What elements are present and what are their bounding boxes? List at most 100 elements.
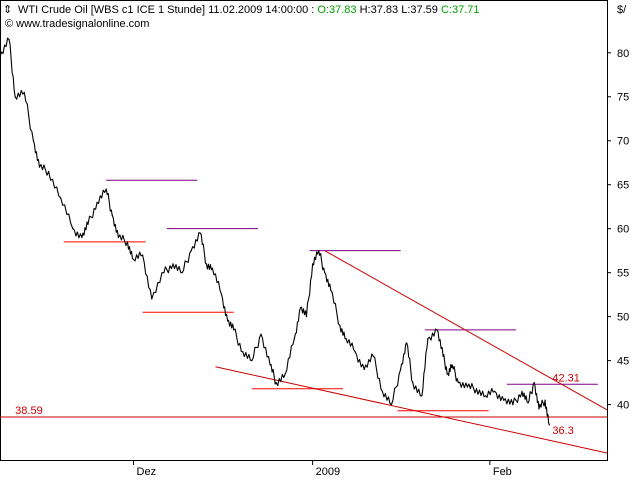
price-point: [220, 294, 223, 296]
price-point: [96, 201, 98, 203]
price-point: [163, 272, 165, 274]
y-tick-label: 80: [617, 48, 629, 60]
price-point: [72, 228, 74, 230]
x-tick-label: Dez: [137, 466, 157, 478]
price-point: [390, 403, 393, 406]
price-point: [111, 214, 113, 217]
price-point: [533, 382, 535, 384]
price-annotation: 36.3: [552, 425, 573, 437]
price-point: [260, 333, 262, 335]
open-value: O:37.83: [317, 4, 356, 16]
price-point: [339, 324, 341, 327]
price-point: [363, 368, 365, 371]
price-annotations: 38.59 42.31 36.3: [15, 372, 580, 437]
price-point: [151, 298, 153, 300]
price-point: [466, 386, 468, 388]
trendline: [324, 250, 608, 411]
price-point: [23, 91, 25, 93]
y-tick-label: 40: [617, 400, 629, 412]
y-tick-label: 70: [617, 136, 629, 148]
price-point: [126, 241, 129, 243]
price-point: [345, 338, 347, 340]
price-point: [87, 223, 89, 225]
y-tick-label: 50: [617, 312, 629, 324]
y-tick-label: 65: [617, 180, 629, 192]
price-point: [211, 267, 214, 269]
price-point: [485, 395, 487, 397]
price-point: [330, 289, 332, 291]
price-point: [181, 272, 183, 274]
price-point: [494, 390, 496, 392]
y-tick-label: 45: [617, 356, 629, 368]
price-point: [117, 236, 119, 239]
price-point: [312, 263, 314, 265]
x-tick-label: Feb: [493, 466, 512, 478]
y-axis: 40 45 50 55 60 65 70 75 80: [607, 48, 629, 412]
price-point: [142, 254, 144, 256]
price-point: [512, 403, 514, 406]
price-point: [284, 373, 286, 375]
x-axis: Dez 2009 Feb: [133, 460, 512, 478]
high-value: H:37.83: [360, 4, 399, 16]
price-point: [205, 263, 207, 265]
price-point: [521, 390, 523, 392]
price-point: [172, 263, 174, 265]
chart-header: ⇕ WTI Crude Oil [WBS c1 ICE 1 Stunde] 11…: [3, 4, 627, 30]
price-point: [442, 355, 444, 357]
price-point: [324, 272, 326, 274]
price-point: [427, 338, 429, 340]
price-point: [190, 250, 192, 252]
price-annotation: 38.59: [15, 405, 43, 417]
close-value: C:37.71: [441, 4, 480, 16]
y-tick-label: 60: [617, 224, 629, 236]
price-point: [81, 236, 83, 239]
price-point: [233, 329, 235, 331]
x-tick-label: 2009: [316, 466, 340, 478]
price-point: [412, 382, 414, 384]
price-point: [293, 338, 295, 340]
price-point: [451, 364, 453, 366]
price-point: [0, 56, 1, 58]
price-point: [354, 351, 356, 353]
horizontal-levels: [63, 179, 598, 412]
currency-label: $/: [617, 4, 627, 16]
price-point: [406, 342, 408, 344]
price-point: [436, 329, 438, 331]
price-point: [242, 351, 244, 353]
price-point: [400, 368, 402, 371]
copyright-text: © www.tradesignalonline.com: [5, 18, 149, 30]
price-point: [527, 402, 529, 404]
price-point: [372, 355, 374, 357]
price-point: [457, 382, 459, 384]
chart-settings-icon[interactable]: ⇕: [3, 4, 12, 16]
price-point: [299, 307, 302, 309]
chart-title: WTI Crude Oil [WBS c1 ICE 1 Stunde] 11.0…: [18, 4, 314, 16]
price-point: [447, 373, 449, 375]
low-value: L:37.59: [401, 4, 438, 16]
price-point: [132, 258, 135, 261]
price-point: [14, 96, 16, 98]
price-point: [38, 166, 41, 168]
price-point: [548, 424, 550, 426]
price-point: [421, 395, 423, 397]
price-point: [227, 320, 229, 322]
price-point: [199, 232, 201, 234]
price-point: [318, 250, 320, 252]
price-point: [475, 388, 478, 390]
price-point: [105, 188, 107, 190]
plot-area: [0, 0, 608, 461]
price-point: [544, 399, 546, 401]
price-point: [275, 382, 277, 384]
price-point: [251, 360, 253, 362]
price-point: [60, 197, 62, 199]
price-point: [269, 364, 271, 366]
price-series: [0, 37, 550, 426]
price-point: [538, 408, 540, 410]
price-point: [47, 170, 50, 173]
price-point: [305, 316, 308, 318]
price-point: [8, 38, 10, 41]
price-point: [32, 140, 34, 142]
y-tick-label: 75: [617, 92, 629, 104]
svg-text:WTI Crude Oil [WBS c1 ICE 1 S: WTI Crude Oil [WBS c1 ICE 1 Stunde] 11.0…: [18, 4, 480, 16]
